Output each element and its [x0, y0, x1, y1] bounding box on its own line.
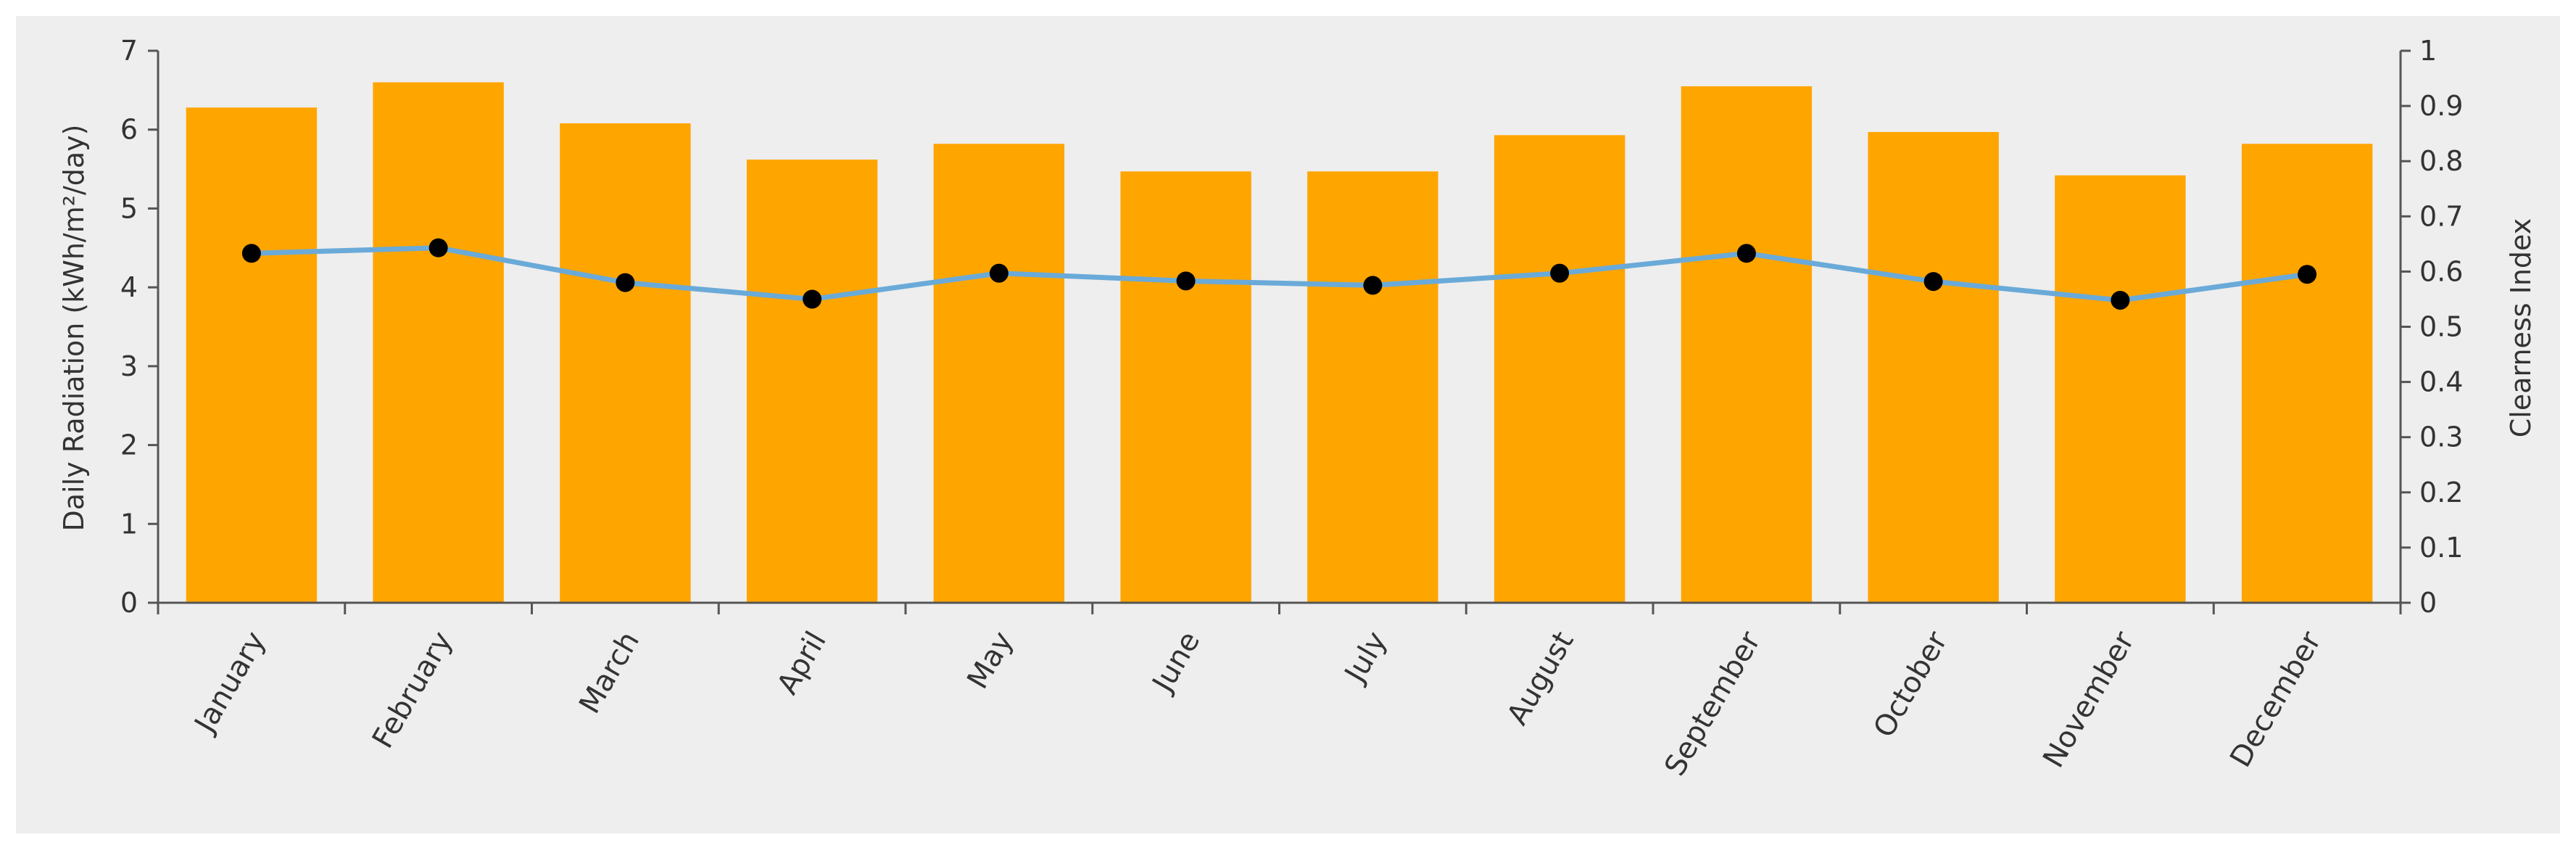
y2-tick-label: 0.9 — [2419, 90, 2463, 122]
y2-tick-label: 0.4 — [2419, 366, 2463, 398]
y-tick-label: 3 — [120, 350, 138, 382]
y2-tick-label: 0.8 — [2419, 145, 2463, 177]
bar-april — [746, 160, 878, 603]
y-tick-label: 4 — [120, 271, 138, 303]
y2-tick-label: 0 — [2419, 587, 2437, 619]
bar-november — [2055, 175, 2186, 603]
y2-tick-label: 0.1 — [2419, 532, 2463, 564]
bar-march — [560, 123, 691, 603]
clearness-point-october — [1923, 272, 1943, 292]
clearness-point-july — [1363, 276, 1383, 295]
clearness-point-january — [241, 244, 261, 263]
bar-january — [186, 107, 318, 603]
clearness-point-september — [1736, 244, 1756, 263]
bar-february — [373, 82, 504, 603]
clearness-point-march — [616, 273, 635, 292]
line-layer — [241, 238, 2317, 310]
y2-tick-label: 0.3 — [2419, 421, 2463, 453]
y2-tick-label: 0.7 — [2419, 200, 2463, 232]
y-tick-label: 1 — [120, 508, 138, 540]
labels-layer: Daily Radiation (kWh/m²/day) Clearness I… — [58, 125, 2537, 532]
bar-august — [1494, 135, 1625, 603]
y-tick-label: 6 — [120, 114, 138, 146]
y2-tick-label: 0.2 — [2419, 477, 2463, 508]
y-tick-label: 7 — [120, 35, 138, 67]
y-axis-label: Daily Radiation (kWh/m²/day) — [58, 125, 90, 532]
clearness-point-june — [1176, 271, 1196, 291]
y-tick-label: 0 — [120, 587, 138, 619]
y2-tick-label: 1 — [2419, 35, 2437, 67]
bar-september — [1681, 86, 1813, 603]
bars-layer — [186, 82, 2373, 603]
clearness-point-may — [989, 263, 1009, 283]
clearness-point-december — [2298, 265, 2317, 284]
y-tick-label: 5 — [120, 192, 138, 224]
y2-tick-label: 0.5 — [2419, 311, 2463, 343]
y2-axis-label: Clearness Index — [2505, 218, 2537, 437]
y-tick-label: 2 — [120, 429, 138, 461]
clearness-index-line — [251, 245, 2308, 303]
clearness-point-august — [1550, 263, 1570, 283]
bar-july — [1307, 171, 1438, 603]
bar-december — [2241, 144, 2373, 603]
bar-october — [1868, 131, 1999, 603]
bar-may — [933, 144, 1065, 603]
clearness-point-november — [2111, 290, 2130, 310]
clearness-point-february — [428, 238, 448, 257]
y2-tick-label: 0.6 — [2419, 255, 2463, 287]
bar-june — [1120, 171, 1251, 603]
clearness-point-april — [803, 289, 822, 309]
